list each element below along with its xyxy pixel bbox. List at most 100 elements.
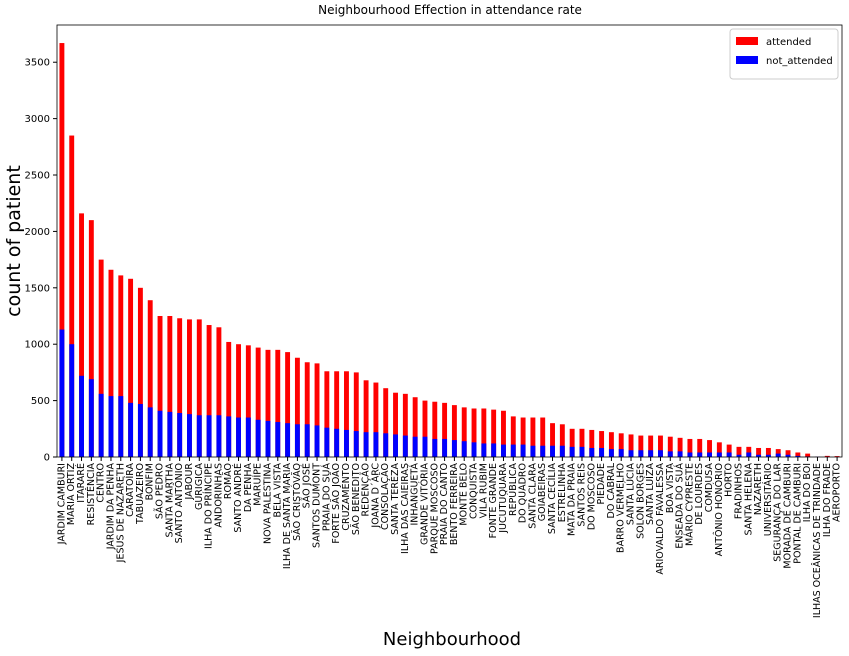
bar xyxy=(79,213,84,457)
y-tick-label: 2500 xyxy=(25,171,50,182)
bar xyxy=(540,417,546,457)
bar xyxy=(667,436,673,457)
x-tick-label: ITARARÉ xyxy=(75,463,87,503)
bar xyxy=(707,440,712,457)
x-tick-label: CARATOÍRA xyxy=(124,462,136,516)
bar xyxy=(275,349,281,457)
bar xyxy=(422,400,428,457)
bar xyxy=(667,451,673,457)
bar xyxy=(765,454,771,457)
bar xyxy=(177,318,183,457)
bar xyxy=(765,447,771,457)
bar xyxy=(795,452,801,457)
bar xyxy=(608,432,614,457)
x-tick-label: ARIOVALDO FAVALESSA xyxy=(655,463,666,575)
bar xyxy=(432,401,438,457)
bar xyxy=(824,455,830,457)
bar xyxy=(353,431,359,457)
bar xyxy=(304,362,310,457)
x-tick-label: ILHA DO PRÍNCIPE xyxy=(203,463,215,549)
x-tick-label: MARIA ORTIZ xyxy=(66,463,77,526)
bar xyxy=(196,415,202,457)
x-tick-label: ILHA DE SANTA MARIA xyxy=(282,463,293,570)
x-tick-label: MATA DA PRAIA xyxy=(567,462,578,535)
bar xyxy=(245,417,251,457)
bar xyxy=(559,445,565,457)
x-tick-label: MONTE BELO xyxy=(459,463,470,526)
x-tick-label: SOLON BORGES xyxy=(635,463,646,539)
x-tick-label: JARDIM DA PENHA xyxy=(105,463,116,551)
bar xyxy=(334,371,340,457)
bar xyxy=(658,450,663,457)
bar xyxy=(736,454,742,457)
bar xyxy=(285,423,291,457)
bar xyxy=(393,434,398,457)
bar xyxy=(608,449,614,457)
bar xyxy=(265,349,271,457)
bar xyxy=(167,411,173,457)
x-tick-label: ILHA DO BOI xyxy=(802,463,813,522)
bar xyxy=(167,316,173,457)
bar xyxy=(108,269,114,457)
x-tick-label: GURIGICA xyxy=(194,463,205,511)
bar xyxy=(775,449,781,457)
bar xyxy=(442,438,448,457)
bar xyxy=(658,435,663,457)
x-tick-label: DO MOSCOSO xyxy=(586,463,597,530)
bar xyxy=(373,382,379,457)
x-tick-label: CRUZAMENTO xyxy=(341,463,352,531)
x-tick-label: SÃO PEDRO xyxy=(155,463,166,519)
x-tick-label: FRADINHOS xyxy=(733,463,744,519)
y-axis-label: count of patient xyxy=(3,165,25,317)
bar xyxy=(294,357,300,457)
bar xyxy=(108,396,114,457)
x-tick-label: SANTA LUÍZA xyxy=(644,463,656,525)
legend-swatch xyxy=(736,37,758,45)
x-tick-label: CONQUISTA xyxy=(469,463,480,520)
x-tick-label: SÃO CRISTÓVÃO xyxy=(291,463,303,541)
bar xyxy=(589,429,595,457)
bar xyxy=(589,447,595,457)
plot-frame xyxy=(56,24,843,458)
x-tick-label: ILHAS OCEÂNICAS DE TRINDADE xyxy=(811,463,823,618)
bar xyxy=(726,452,732,457)
bar xyxy=(795,455,801,457)
bar xyxy=(226,341,232,457)
x-tick-label: GOIABEIRAS xyxy=(537,463,548,521)
bar xyxy=(294,424,300,457)
bar xyxy=(383,433,389,457)
bar xyxy=(69,344,75,457)
x-axis-label: Neighbourhood xyxy=(383,629,521,650)
bar xyxy=(98,259,104,457)
x-tick-label: ANDORINHAS xyxy=(213,463,224,528)
legend-swatch xyxy=(736,56,758,64)
bar xyxy=(579,446,585,457)
bar xyxy=(128,278,134,457)
bar xyxy=(206,415,212,457)
bar xyxy=(569,446,575,457)
x-tick-label: JABOUR xyxy=(184,463,195,501)
bar xyxy=(677,451,683,457)
x-tick-label: MARUÍPE xyxy=(252,463,264,506)
x-tick-label: SANTA CLARA xyxy=(527,463,538,529)
bar xyxy=(569,428,575,457)
bar xyxy=(118,396,124,457)
x-tick-label: GRANDE VITÓRIA xyxy=(418,463,430,546)
bar xyxy=(118,275,124,457)
bar xyxy=(707,452,712,457)
bar xyxy=(510,416,516,457)
x-tick-label: SANTA CECÍLIA xyxy=(546,463,558,535)
bar xyxy=(491,409,497,457)
x-tick-label: DO QUADRO xyxy=(518,463,529,523)
bar xyxy=(236,417,241,457)
x-tick-label: SANTA LÚCIA xyxy=(625,463,637,526)
y-tick-label: 0 xyxy=(44,453,50,464)
bar xyxy=(481,408,487,457)
x-tick-label: BOA VISTA xyxy=(665,463,676,514)
bar xyxy=(344,371,349,457)
chart-title: Neighbourhood Effection in attendance ra… xyxy=(318,3,582,17)
bar xyxy=(726,444,732,457)
bar xyxy=(746,446,752,457)
bar xyxy=(687,438,693,457)
x-tick-label: PRAIA DO CANTO xyxy=(439,463,450,545)
